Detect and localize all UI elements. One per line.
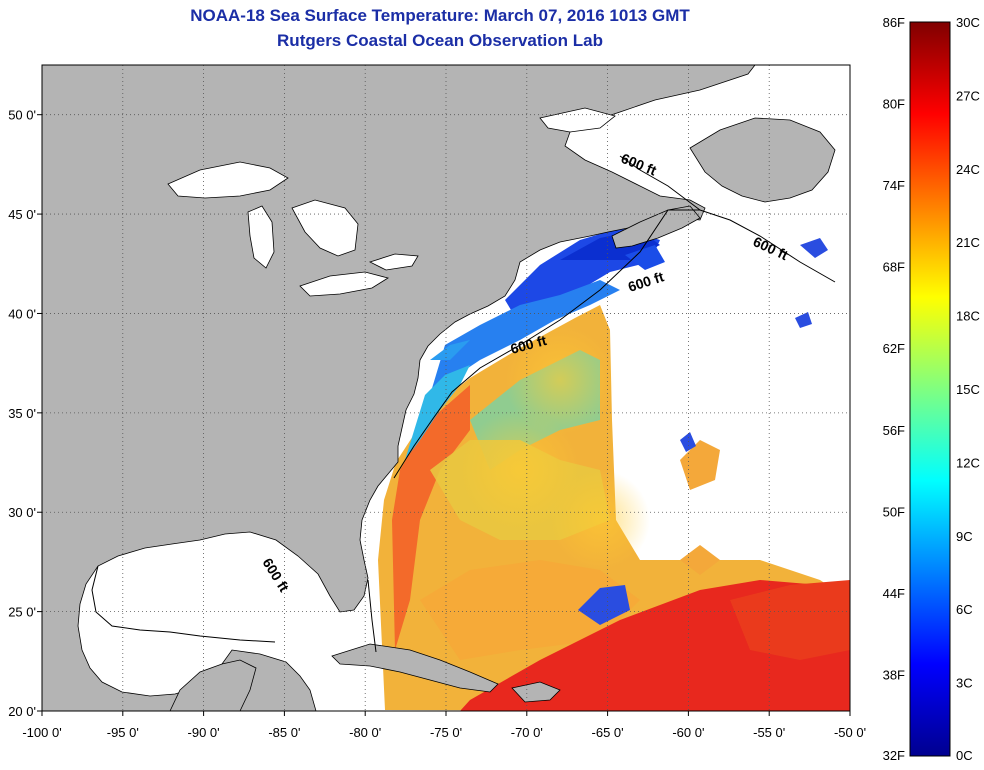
- colorbar-celsius-label: 18C: [956, 309, 980, 324]
- great-lakes: [167, 107, 616, 297]
- colorbar: 86F 80F 74F 68F 62F 56F 50F 44F 38F 32F 30C 27C 24C…: [883, 15, 980, 763]
- isobath-600ft: [91, 155, 836, 653]
- graticule: [42, 65, 850, 711]
- lat-tick-label: 50 0': [8, 108, 36, 123]
- lon-tick-label: -85 0': [268, 725, 300, 740]
- colorbar-celsius-label: 0C: [956, 748, 973, 763]
- colorbar-fahrenheit-label: 80F: [883, 97, 905, 112]
- colorbar-fahrenheit-label: 74F: [883, 178, 905, 193]
- map-title: NOAA-18 Sea Surface Temperature: March 0…: [190, 6, 690, 25]
- colorbar-celsius-label: 3C: [956, 676, 973, 691]
- colorbar-gradient: [909, 21, 951, 757]
- colorbar-fahrenheit-label: 50F: [883, 504, 905, 519]
- colorbar-celsius-label: 15C: [956, 382, 980, 397]
- lat-tick-label: 30 0': [8, 505, 36, 520]
- lat-tick-label: 20 0': [8, 704, 36, 719]
- lon-tick-label: -55 0': [753, 725, 785, 740]
- lon-tick-label: -50 0': [834, 725, 866, 740]
- lat-tick-label: 25 0': [8, 605, 36, 620]
- colorbar-celsius-label: 30C: [956, 15, 980, 30]
- colorbar-fahrenheit-label: 86F: [883, 15, 905, 30]
- colorbar-celsius-label: 27C: [956, 88, 980, 103]
- map-subtitle: Rutgers Coastal Ocean Observation Lab: [277, 31, 603, 50]
- colorbar-celsius-label: 9C: [956, 529, 973, 544]
- lon-tick-label: -65 0': [592, 725, 624, 740]
- lon-tick-label: -70 0': [511, 725, 543, 740]
- lat-tick-label: 45 0': [8, 207, 36, 222]
- colorbar-fahrenheit-label: 68F: [883, 260, 905, 275]
- colorbar-celsius-label: 12C: [956, 455, 980, 470]
- longitude-axis: -100 0' -95 0' -90 0' -85 0' -80 0' -75 0' -70…: [22, 711, 866, 740]
- colorbar-fahrenheit-label: 56F: [883, 423, 905, 438]
- colorbar-fahrenheit-label: 32F: [883, 748, 905, 763]
- lon-tick-label: -95 0': [107, 725, 139, 740]
- colorbar-celsius-labels: 30C 27C 24C 21C 18C 15C 12C 9C 6C 3C 0C: [956, 15, 980, 763]
- colorbar-fahrenheit-label: 44F: [883, 586, 905, 601]
- lon-tick-label: -75 0': [430, 725, 462, 740]
- colorbar-fahrenheit-label: 62F: [883, 341, 905, 356]
- colorbar-celsius-label: 24C: [956, 162, 980, 177]
- lon-tick-label: -60 0': [672, 725, 704, 740]
- lon-tick-label: -80 0': [349, 725, 381, 740]
- lat-tick-label: 40 0': [8, 306, 36, 321]
- lat-tick-label: 35 0': [8, 406, 36, 421]
- colorbar-fahrenheit-labels: 86F 80F 74F 68F 62F 56F 50F 44F 38F 32F: [883, 15, 905, 763]
- lon-tick-label: -100 0': [22, 725, 61, 740]
- lon-tick-label: -90 0': [188, 725, 220, 740]
- land-masses: [42, 65, 836, 711]
- colorbar-celsius-label: 21C: [956, 235, 980, 250]
- colorbar-celsius-label: 6C: [956, 602, 973, 617]
- colorbar-fahrenheit-label: 38F: [883, 667, 905, 682]
- latitude-axis: 20 0' 25 0' 30 0' 35 0' 40 0' 45 0' 50 0': [8, 108, 42, 719]
